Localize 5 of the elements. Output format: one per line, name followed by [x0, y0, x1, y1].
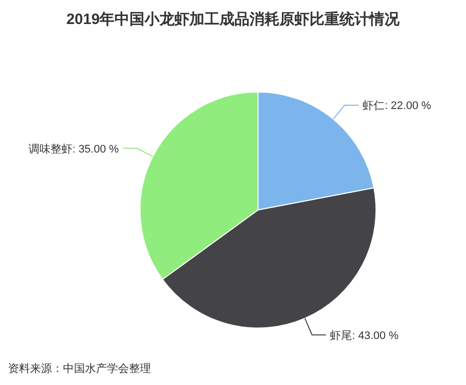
text: 资料来源：中国水产学会整理: [8, 362, 151, 375]
slice-label: 虾尾: 43.00 %: [330, 330, 399, 342]
chart-title: 2019年中国小龙虾加工成品消耗原虾比重统计情况: [66, 11, 401, 28]
slice-label: 虾仁: 22.00 %: [362, 100, 432, 112]
slice-label: 调味整虾: 35.00 %: [28, 142, 120, 156]
